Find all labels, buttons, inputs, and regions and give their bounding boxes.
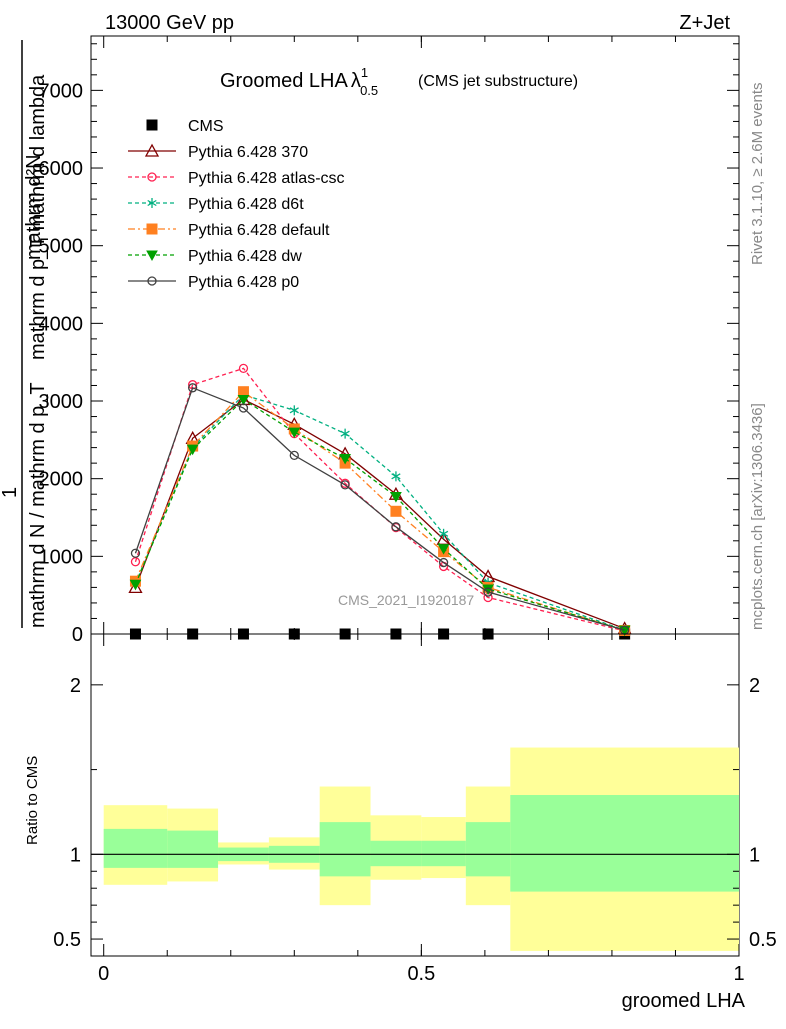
x-tick-label: 0.5 — [407, 963, 435, 985]
legend-label: Pythia 6.428 d6t — [188, 196, 304, 213]
ratio-y-tick-label: 1 — [70, 844, 81, 866]
asterisk-stroke — [289, 407, 299, 414]
data-point — [130, 548, 141, 558]
legend-label: Pythia 6.428 default — [188, 222, 330, 239]
x-tick-label: 1 — [733, 963, 744, 985]
ratio-y-tick-label-right: 1 — [749, 844, 760, 866]
ratio-inner-band — [465, 822, 511, 877]
y-tick-label: 4000 — [39, 313, 84, 335]
ratio-inner-band — [103, 828, 168, 868]
legend-marker — [146, 250, 158, 262]
series-line — [134, 367, 625, 632]
process-label: Z+Jet — [679, 12, 730, 34]
y-tick-label: 6000 — [39, 158, 84, 180]
legend-marker — [147, 198, 157, 208]
energy-label: 13000 GeV pp — [105, 12, 234, 34]
data-point — [390, 505, 402, 517]
legend-label: Pythia 6.428 p0 — [188, 274, 299, 291]
asterisk-stroke — [391, 473, 401, 480]
analysis-label: CMS_2021_I1920187 — [338, 592, 474, 608]
data-point — [289, 405, 299, 416]
data-point — [186, 444, 199, 456]
data-point — [187, 383, 198, 393]
ratio-inner-band — [167, 830, 219, 868]
y-axis-label-frac-num: 1 — [0, 487, 21, 498]
series-pythia-6-428-p0 — [130, 383, 630, 635]
series-line — [134, 386, 625, 631]
y-tick-label: 1000 — [39, 546, 84, 568]
legend-marker — [146, 119, 158, 131]
data-point — [340, 480, 350, 490]
data-point — [438, 557, 449, 568]
data-point — [391, 471, 401, 482]
asterisk-stroke — [438, 530, 449, 537]
y-tick-label: 0 — [72, 624, 83, 646]
ratio-inner-band — [421, 840, 466, 867]
x-axis-label: groomed LHA — [622, 990, 746, 1012]
legend-label: Pythia 6.428 dw — [188, 248, 302, 265]
x-tick-label: 0 — [98, 963, 109, 985]
series-line — [134, 398, 625, 630]
data-point — [339, 453, 351, 465]
data-point — [238, 363, 249, 374]
data-point — [438, 528, 449, 539]
legend-label: CMS — [188, 118, 224, 135]
data-point — [288, 427, 301, 439]
ratio-y-tick-label-right: 2 — [749, 675, 760, 697]
main-plot-subtitle: (CMS jet substructure) — [418, 73, 578, 90]
data-point — [437, 544, 450, 555]
ratio-y-axis-label: Ratio to CMS — [24, 756, 41, 845]
ratio-y-tick-label-right: 0.5 — [749, 929, 777, 951]
y-axis-label-top: mathrm d²N — [23, 154, 45, 260]
data-point — [483, 587, 493, 597]
y-axis-label-frac-den: mathrm d N / mathrm d p_T — [27, 382, 49, 628]
data-point — [129, 579, 142, 591]
y-tick-label: 2000 — [39, 469, 84, 491]
rivet-label: Rivet 3.1.10, ≥ 2.6M events — [749, 83, 766, 266]
data-point — [289, 450, 299, 461]
data-point — [238, 403, 249, 413]
series-line — [134, 398, 625, 631]
asterisk-stroke — [340, 430, 350, 437]
data-point — [128, 580, 143, 594]
y-tick-label: 7000 — [39, 80, 84, 102]
data-point — [391, 522, 401, 532]
main-plot-title: Groomed LHA λ1 0.5 — [220, 65, 378, 98]
y-tick-label: 5000 — [39, 236, 84, 258]
legend-marker — [147, 276, 157, 286]
ratio-inner-band — [510, 795, 739, 892]
legend: CMS Pythia 6.428 370 Pythia 6.428 atlas-cs… — [128, 118, 345, 291]
y-tick-label: 3000 — [39, 391, 84, 413]
legend-label: Pythia 6.428 370 — [188, 144, 308, 161]
ratio-plot-panel: 0.5 0.51 12 20 0.5 1 — [53, 633, 777, 985]
y-axis-label-mid: mathrm d p_T mathrm d lambda — [27, 74, 49, 360]
legend-label: Pythia 6.428 atlas-csc — [188, 170, 345, 187]
legend-marker — [147, 172, 157, 182]
main-plot-panel: 0 1000 2000 3000 4000 5000 6000 7000 CMS Pythia 6… — [39, 35, 740, 646]
ratio-y-tick-label: 0.5 — [53, 929, 81, 951]
ratio-inner-band — [370, 840, 422, 867]
data-point — [237, 394, 250, 406]
ratio-inner-band — [319, 822, 371, 877]
y-axis-label: mathrm d²N mathrm d p_T mathrm d lambda … — [0, 40, 49, 628]
legend-marker — [144, 143, 160, 157]
data-point — [340, 428, 350, 439]
mcplots-label: mcplots.cern.ch [arXiv:1306.3436] — [749, 403, 766, 630]
legend-marker — [146, 223, 158, 235]
ratio-y-tick-label: 2 — [70, 675, 81, 697]
asterisk-stroke — [147, 199, 157, 207]
data-point — [390, 492, 402, 503]
